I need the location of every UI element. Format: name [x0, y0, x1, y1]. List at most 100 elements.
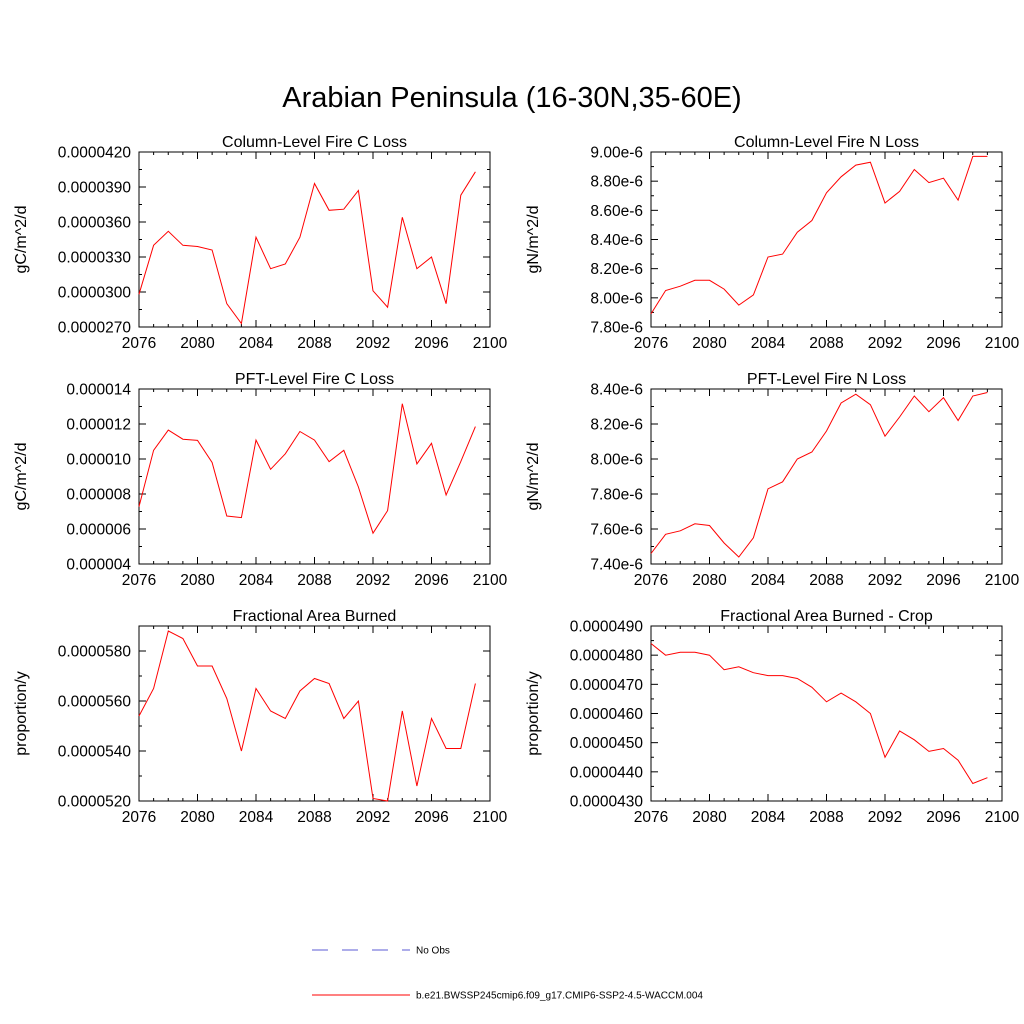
y-tick-label: 0.0000360 — [58, 215, 132, 232]
y-tick-label: 0.0000460 — [570, 706, 644, 723]
plot-frame — [138, 151, 491, 328]
y-tick-label: 0.0000450 — [570, 735, 644, 752]
x-tick-label: 2080 — [180, 572, 215, 589]
legend: No Obs b.e21.BWSSP245cmip6.f09_g17.CMIP6-… — [312, 946, 703, 1002]
x-tick-label: 2100 — [985, 572, 1020, 589]
x-tick-label: 2100 — [985, 809, 1020, 826]
x-tick-label: 2084 — [239, 572, 274, 589]
x-tick-label: 2100 — [473, 335, 508, 352]
chart-panel-2: Column-Level Fire N Loss 2076 2080 2084 2088… — [525, 134, 1020, 352]
x-tick-label: 2080 — [692, 335, 727, 352]
x-tick-label: 2084 — [239, 335, 274, 352]
y-tick-label: 0.0000330 — [58, 250, 132, 267]
x-tick-label: 2096 — [414, 572, 448, 589]
series-line — [138, 403, 476, 535]
panel-title: Column-Level Fire C Loss — [222, 134, 407, 151]
panel-title: Fractional Area Burned - Crop — [720, 608, 933, 625]
y-tick-label: 0.0000540 — [58, 744, 132, 761]
x-tick-label: 2092 — [868, 572, 902, 589]
x-tick-label: 2100 — [473, 572, 508, 589]
plot-frame — [650, 151, 1003, 328]
figure-title: Arabian Peninsula (16-30N,35-60E) — [282, 82, 741, 114]
y-tick-label: 7.40e-6 — [590, 557, 643, 574]
x-tick-label: 2088 — [809, 572, 843, 589]
x-tick-label: 2092 — [356, 335, 390, 352]
x-tick-label: 2076 — [634, 809, 668, 826]
y-tick-label: 0.0000270 — [58, 320, 132, 337]
x-tick-label: 2092 — [356, 809, 390, 826]
panel-title: PFT-Level Fire N Loss — [747, 371, 906, 388]
x-tick-label: 2084 — [239, 809, 274, 826]
x-tick-label: 2076 — [634, 572, 668, 589]
legend-label: No Obs — [416, 946, 450, 957]
panel-title: Fractional Area Burned — [233, 608, 397, 625]
x-tick-label: 2088 — [809, 335, 843, 352]
y-tick-label: 0.0000520 — [58, 794, 132, 811]
series-line — [650, 643, 988, 785]
x-tick-label: 2080 — [692, 809, 727, 826]
y-tick-label: 8.80e-6 — [590, 174, 643, 191]
series-line — [138, 171, 476, 325]
x-tick-label: 2084 — [751, 572, 786, 589]
y-axis-label: gC/m^2/d — [13, 443, 30, 511]
y-axis-label: gN/m^2/d — [525, 206, 542, 274]
y-tick-label: 0.0000470 — [570, 677, 644, 694]
y-tick-label: 0.0000560 — [58, 694, 132, 711]
y-tick-label: 0.0000440 — [570, 764, 644, 781]
y-tick-label: 0.0000480 — [570, 648, 644, 665]
y-axis-label: proportion/y — [525, 671, 542, 756]
y-tick-label: 0.000014 — [66, 382, 131, 399]
x-tick-label: 2076 — [122, 335, 156, 352]
y-tick-label: 8.60e-6 — [590, 203, 643, 220]
y-tick-label: 9.00e-6 — [590, 145, 643, 162]
x-tick-label: 2088 — [297, 572, 331, 589]
y-tick-label: 8.40e-6 — [590, 382, 643, 399]
x-tick-label: 2096 — [414, 335, 448, 352]
y-tick-label: 0.0000490 — [570, 619, 644, 636]
y-tick-label: 0.000004 — [66, 557, 131, 574]
x-tick-label: 2088 — [297, 335, 331, 352]
y-tick-label: 7.60e-6 — [590, 522, 643, 539]
series-line — [650, 155, 988, 315]
plot-frame — [138, 625, 491, 802]
x-tick-label: 2080 — [180, 809, 215, 826]
x-tick-label: 2080 — [180, 335, 215, 352]
x-tick-label: 2076 — [634, 335, 668, 352]
x-tick-label: 2076 — [122, 809, 156, 826]
chart-panel-5: Fractional Area Burned 2076 2080 2084 2088 20… — [13, 608, 508, 826]
plot-frame — [138, 388, 491, 565]
plot-frame — [650, 388, 1003, 565]
chart-panel-4: PFT-Level Fire N Loss 2076 2080 2084 2088 209… — [525, 371, 1020, 589]
y-tick-label: 0.0000300 — [58, 285, 132, 302]
x-tick-label: 2092 — [356, 572, 390, 589]
chart-panel-1: Column-Level Fire C Loss 2076 2080 2084 2088… — [13, 134, 508, 352]
chart-panel-3: PFT-Level Fire C Loss 2076 2080 2084 2088 209… — [13, 371, 508, 589]
x-tick-label: 2096 — [926, 809, 960, 826]
legend-label: b.e21.BWSSP245cmip6.f09_g17.CMIP6-SSP2-4… — [416, 991, 703, 1002]
plot-frame — [650, 625, 1003, 802]
y-tick-label: 7.80e-6 — [590, 320, 643, 337]
y-tick-label: 8.00e-6 — [590, 452, 643, 469]
x-tick-label: 2088 — [297, 809, 331, 826]
y-axis-label: gC/m^2/d — [13, 206, 30, 274]
panel-title: Column-Level Fire N Loss — [734, 134, 919, 151]
y-tick-label: 8.20e-6 — [590, 417, 643, 434]
panels: Column-Level Fire C Loss 2076 2080 2084 2088… — [13, 134, 1020, 826]
x-tick-label: 2100 — [473, 809, 508, 826]
y-tick-label: 0.0000430 — [570, 794, 644, 811]
y-tick-label: 0.000008 — [66, 487, 131, 504]
x-tick-label: 2096 — [926, 335, 960, 352]
x-tick-label: 2076 — [122, 572, 156, 589]
series-line — [650, 392, 988, 558]
series-line — [138, 630, 476, 802]
y-tick-label: 0.000006 — [66, 522, 131, 539]
x-tick-label: 2092 — [868, 335, 902, 352]
x-tick-label: 2092 — [868, 809, 902, 826]
chart-panel-6: Fractional Area Burned - Crop 2076 2080 208… — [525, 608, 1020, 826]
x-tick-label: 2096 — [926, 572, 960, 589]
x-tick-label: 2084 — [751, 335, 786, 352]
y-tick-label: 8.00e-6 — [590, 290, 643, 307]
y-tick-label: 8.20e-6 — [590, 261, 643, 278]
x-tick-label: 2088 — [809, 809, 843, 826]
